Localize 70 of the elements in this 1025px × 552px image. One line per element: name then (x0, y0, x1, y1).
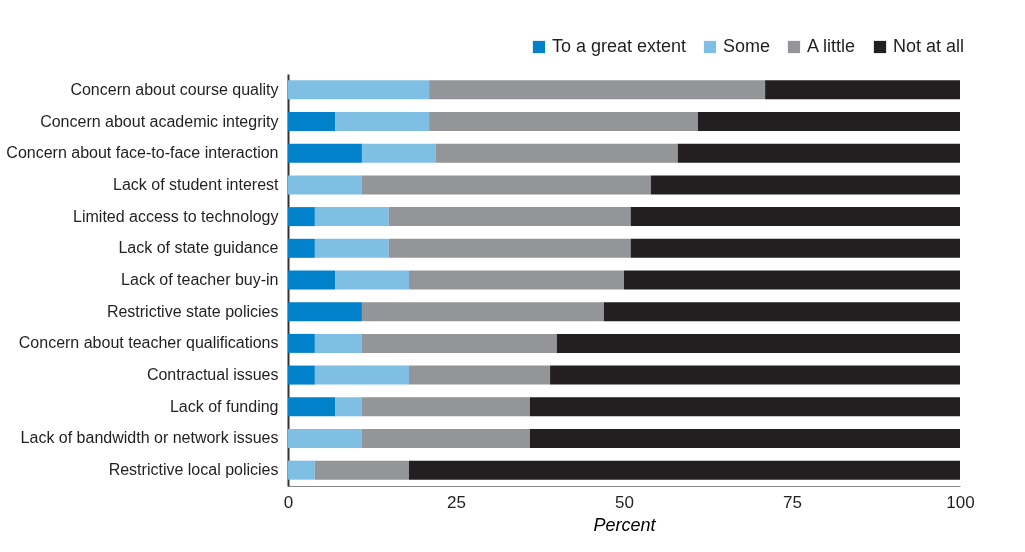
legend-label: Some (723, 36, 771, 56)
bar (650, 175, 960, 195)
bar (288, 397, 336, 417)
y-tick-label: Lack of bandwidth or network issues (20, 429, 279, 447)
bar (288, 207, 315, 227)
x-tick-label: 25 (447, 492, 466, 512)
bar (314, 333, 362, 353)
y-tick-label: Concern about academic integrity (40, 112, 279, 130)
y-tick-label: Lack of funding (169, 397, 279, 415)
bar (361, 333, 557, 353)
bar (288, 80, 430, 100)
bar (529, 397, 960, 417)
bar (288, 238, 315, 258)
bar (550, 365, 960, 385)
legend-label: To a great extent (552, 36, 687, 56)
bar (556, 333, 960, 353)
bar (288, 143, 362, 163)
x-tick-label: 75 (783, 492, 802, 512)
bar (408, 460, 960, 480)
bar (408, 270, 624, 290)
bar (288, 460, 315, 480)
y-tick-label: Concern about course quality (70, 80, 279, 98)
bar (435, 143, 678, 163)
bar (288, 333, 315, 353)
y-tick-label: Lack of teacher buy-in (121, 271, 279, 288)
x-axis-title: Percent (593, 514, 657, 535)
bar (630, 207, 960, 227)
bar (361, 143, 436, 163)
y-tick-label: Lack of state guidance (118, 239, 279, 257)
bar (288, 270, 336, 290)
bar (288, 302, 362, 322)
bar (429, 80, 766, 100)
bar (697, 112, 960, 132)
bar (314, 460, 409, 480)
legend-label: Not at all (893, 36, 965, 56)
bar (529, 428, 960, 448)
legend-label: A little (807, 36, 856, 56)
y-tick-label: Concern about teacher qualifications (18, 334, 279, 352)
bar (288, 365, 315, 385)
bar (361, 302, 604, 322)
bar (314, 207, 389, 227)
bar (335, 397, 362, 417)
bar (288, 175, 362, 195)
y-tick-label: Restrictive local policies (108, 461, 279, 479)
bar (677, 143, 960, 163)
bar (314, 238, 389, 258)
bar (361, 397, 530, 417)
bar (314, 365, 409, 385)
bar (388, 238, 631, 258)
y-tick-label: Restrictive state policies (106, 302, 279, 320)
x-tick-label: 100 (946, 492, 975, 512)
y-tick-label: Lack of student interest (113, 175, 280, 193)
bar (335, 270, 409, 290)
bar (335, 112, 430, 132)
bar (408, 365, 551, 385)
bar (630, 238, 960, 258)
bar (624, 270, 960, 290)
bar (288, 112, 336, 132)
bar (603, 302, 960, 322)
y-tick-label: Contractual issues (146, 366, 279, 384)
bar (288, 428, 362, 448)
y-tick-label: Limited access to technology (73, 207, 279, 225)
bar (429, 112, 698, 132)
bar (765, 80, 960, 100)
x-tick-label: 50 (615, 492, 634, 512)
bar (388, 207, 631, 227)
y-tick-label: Concern about face-to-face interaction (6, 144, 279, 162)
bar (361, 175, 651, 195)
x-tick-label: 0 (283, 492, 294, 512)
bar (361, 428, 530, 448)
